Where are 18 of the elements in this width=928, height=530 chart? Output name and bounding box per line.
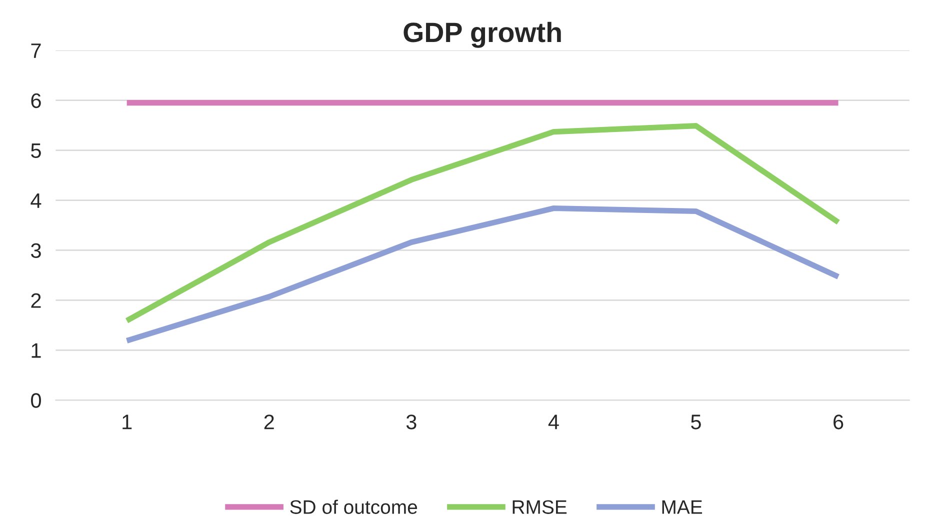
x-tick-label: 3 — [406, 414, 416, 430]
y-tick-label: 3 — [31, 243, 41, 258]
y-tick-label: 2 — [31, 293, 41, 308]
x-tick-label: 5 — [691, 414, 701, 430]
y-tick-label: 0 — [31, 393, 41, 408]
x-tick-label: 1 — [122, 414, 132, 430]
x-tick-label: 4 — [548, 414, 559, 430]
x-tick-label: 6 — [834, 414, 844, 430]
legend-label: RMSE — [512, 500, 567, 514]
legend-label: MAE — [662, 500, 702, 514]
legend-label: SD of outcome — [290, 500, 418, 514]
y-tick-label: 6 — [31, 93, 41, 108]
y-tick-label: 4 — [30, 193, 42, 208]
x-tick-label: 2 — [264, 414, 274, 430]
chart-title: GDP growth — [404, 22, 561, 48]
y-tick-label: 1 — [32, 343, 41, 358]
y-tick-label: 7 — [31, 44, 41, 58]
y-tick-label: 5 — [31, 144, 41, 158]
